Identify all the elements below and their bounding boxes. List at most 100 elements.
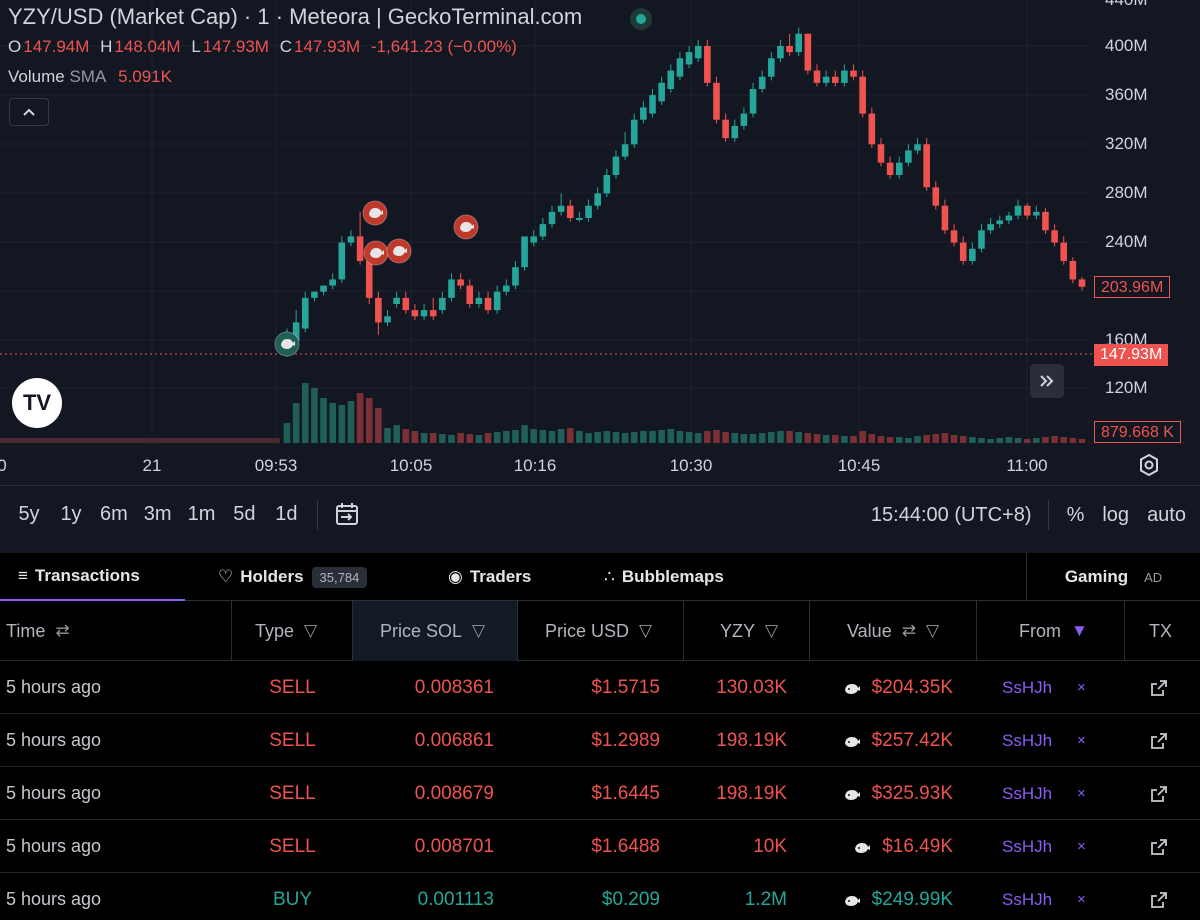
swap-icon[interactable]: ⇄ (901, 621, 916, 640)
volume-bar (420, 433, 428, 443)
volume-bar (649, 431, 656, 443)
candle-body (850, 70, 857, 77)
filter-icon[interactable]: ▽ (472, 621, 486, 640)
filter-icon[interactable]: ▽ (639, 621, 653, 640)
ohlc-high-value: 148.04M (114, 37, 181, 56)
filter-icon[interactable]: ▽ (765, 621, 779, 640)
table-row[interactable]: 5 hours ago BUY 0.001113 $0.209 1.2M $249.99K… (0, 873, 1200, 920)
range-button[interactable]: 5y (18, 503, 40, 525)
scroll-to-realtime-button[interactable] (1030, 364, 1064, 398)
candle-body (530, 236, 538, 243)
volume-bar (1051, 436, 1058, 443)
cell-tx (1149, 661, 1171, 714)
log-scale-toggle[interactable]: log (1102, 503, 1130, 526)
column-time[interactable]: Time ⇄ (0, 601, 232, 661)
cell-tx (1149, 820, 1171, 873)
legend-collapse-button[interactable] (9, 98, 49, 126)
candle-body (566, 205, 574, 218)
table-row[interactable]: 5 hours ago SELL 0.008679 $1.6445 198.19K $32… (0, 767, 1200, 820)
tab-bubblemaps[interactable]: ∴ Bubblemaps (604, 553, 724, 601)
column-value[interactable]: Value ⇄ ▽ (810, 601, 977, 661)
candle-body (484, 297, 492, 311)
cell-from-address[interactable]: SsHJh (1002, 730, 1053, 750)
external-link-icon[interactable] (1149, 731, 1169, 751)
range-button[interactable]: 1d (275, 503, 298, 525)
volume-bar (630, 432, 638, 443)
price-axis-label: 440M (1105, 0, 1148, 10)
range-button[interactable]: 5d (233, 503, 256, 525)
cell-time: 5 hours ago (6, 677, 102, 697)
cell-tx (1149, 714, 1171, 767)
range-button[interactable]: 1y (60, 503, 82, 525)
time-axis-label: 09:53 (254, 456, 298, 475)
candle-body (978, 230, 985, 249)
candle-body (640, 107, 647, 120)
candle-body (905, 150, 912, 163)
time-axis-label: 10:16 (513, 456, 557, 475)
tab-traders[interactable]: ◉ Traders (448, 553, 531, 601)
clear-filter-button[interactable]: × (1077, 838, 1086, 855)
status-dot-icon (630, 8, 652, 30)
candlestick-chart[interactable] (0, 0, 1200, 485)
clear-filter-button[interactable]: × (1077, 785, 1086, 802)
column-price-usd[interactable]: Price USD ▽ (518, 601, 684, 661)
candle-body (301, 297, 309, 329)
tab-gaming[interactable]: Gaming AD (1026, 553, 1200, 601)
table-row[interactable]: 5 hours ago SELL 0.008361 $1.5715 130.03K $20… (0, 661, 1200, 714)
tradingview-logo[interactable]: TV (12, 378, 62, 428)
filter-icon[interactable]: ▽ (925, 621, 940, 640)
external-link-icon[interactable] (1149, 678, 1169, 698)
candle-body (1023, 205, 1031, 216)
column-label: TX (1149, 620, 1173, 641)
percent-scale-toggle[interactable]: % (1066, 503, 1085, 526)
column-yzy[interactable]: YZY ▽ (684, 601, 810, 661)
column-price-sol[interactable]: Price SOL ▽ (353, 601, 518, 661)
clear-filter-button[interactable]: × (1077, 679, 1086, 696)
ohlc-high-key: H (100, 37, 113, 56)
tab-transactions[interactable]: ≡ Transactions (0, 553, 185, 601)
external-link-icon[interactable] (1149, 837, 1169, 857)
external-link-icon[interactable] (1149, 784, 1169, 804)
candle-body (1051, 230, 1058, 243)
column-type[interactable]: Type ▽ (232, 601, 353, 661)
ohlc-change: -1,641.23 (−0.00%) (370, 37, 517, 56)
volume-bar (658, 430, 665, 443)
cell-price-sol: 0.001113 (417, 888, 494, 910)
candle-body (969, 248, 976, 261)
range-button[interactable]: 6m (100, 503, 128, 525)
cell-from-address[interactable]: SsHJh (1002, 677, 1053, 697)
table-row[interactable]: 5 hours ago SELL 0.008701 $1.6488 10K $16.49K… (0, 820, 1200, 873)
candle-body (667, 70, 675, 89)
candle-body (493, 291, 501, 311)
table-row[interactable]: 5 hours ago SELL 0.006861 $1.2989 198.19K $25… (0, 714, 1200, 767)
range-button[interactable]: 1m (187, 503, 216, 525)
tab-holders[interactable]: ♡ Holders 35,784 (218, 553, 368, 601)
volume-bar (1014, 438, 1022, 443)
clear-filter-button[interactable]: × (1077, 891, 1086, 908)
double-chevron-right-icon (1040, 375, 1054, 387)
filter-active-icon[interactable]: ▼ (1071, 621, 1088, 640)
chart-settings-icon[interactable] (1136, 452, 1162, 478)
cell-from-address[interactable]: SsHJh (1002, 836, 1053, 856)
range-button[interactable]: 3m (143, 503, 172, 525)
auto-scale-toggle[interactable]: auto (1147, 503, 1186, 526)
candle-body (585, 205, 592, 218)
volume-bar (493, 432, 501, 443)
timezone-clock[interactable]: 15:44:00 (UTC+8) (870, 503, 1032, 526)
price-chart[interactable]: YZY/USD (Market Cap) · 1 · Meteora | Gec… (0, 0, 1200, 485)
tab-label: Transactions (34, 566, 140, 585)
candle-body (740, 113, 748, 126)
external-link-icon[interactable] (1149, 890, 1169, 910)
cell-from-address[interactable]: SsHJh (1002, 889, 1053, 909)
cell-from-address[interactable]: SsHJh (1002, 783, 1053, 803)
cell-time: 5 hours ago (6, 889, 102, 909)
volume-bar (557, 429, 565, 443)
column-from[interactable]: From ▼ (977, 601, 1125, 661)
clear-filter-button[interactable]: × (1077, 732, 1086, 749)
swap-icon[interactable]: ⇄ (55, 621, 70, 640)
candle-body (1042, 211, 1049, 231)
price-scale-tag: 203.96M (1094, 276, 1171, 298)
volume-bar (758, 433, 766, 443)
filter-icon[interactable]: ▽ (304, 621, 318, 640)
date-range-icon[interactable] (332, 500, 362, 530)
